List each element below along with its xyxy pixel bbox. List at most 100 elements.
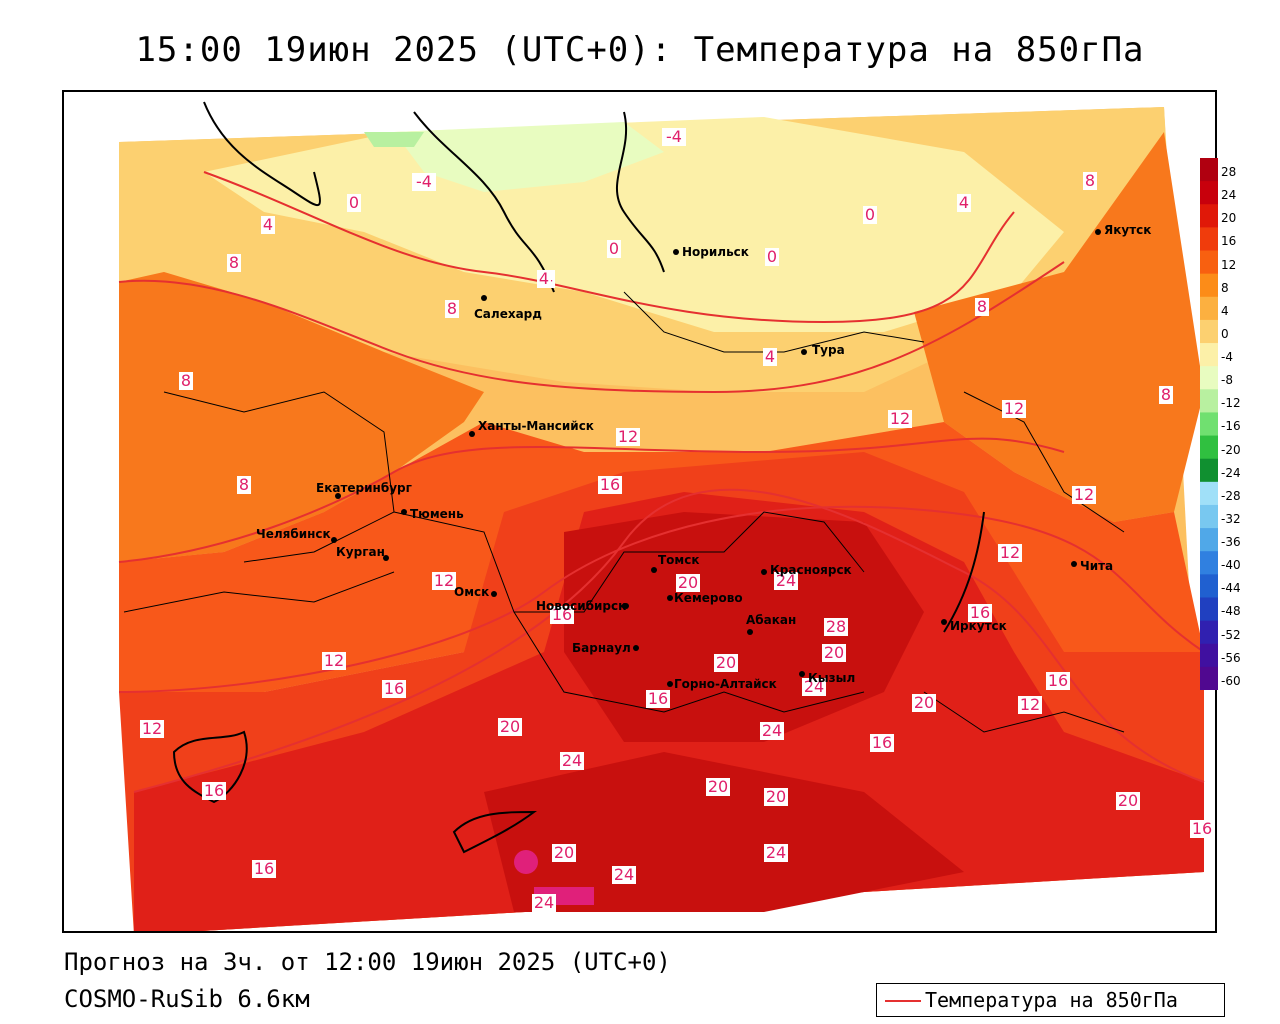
colorbar-segment <box>1200 343 1218 367</box>
isotherm-label: 16 <box>552 605 572 624</box>
city-label: Новосибирск <box>536 599 626 613</box>
isotherm-label: 12 <box>324 651 344 670</box>
colorbar-tick-label: 16 <box>1221 234 1237 249</box>
city-label: Ханты-Мансийск <box>478 419 594 433</box>
city-dot <box>401 509 407 515</box>
colorbar-segment <box>1200 204 1218 228</box>
colorbar-segment <box>1200 620 1218 645</box>
colorbar-segment <box>1200 458 1218 483</box>
colorbar-segment <box>1200 319 1218 344</box>
isotherm-label-bg <box>870 734 894 752</box>
isotherm-label: 24 <box>534 893 554 912</box>
colorbar-segment <box>1200 273 1218 298</box>
isotherm-label-bg <box>774 572 798 590</box>
city-dot <box>331 537 337 543</box>
isotherm-label-bg <box>1159 386 1173 404</box>
isotherm-label: 24 <box>762 721 782 740</box>
colorbar-tick-label: -24 <box>1221 465 1241 480</box>
city-dot <box>801 349 807 355</box>
isotherm-label: 4 <box>263 215 273 234</box>
city-dot <box>383 555 389 561</box>
colorbar-segment <box>1200 227 1218 252</box>
isotherm-label-bg <box>763 348 777 366</box>
isotherm-label-bg <box>764 844 788 862</box>
colorbar-tick-label: -40 <box>1221 558 1241 573</box>
temperature-map: -4-4000044444888888812121212121212121216… <box>62 90 1217 933</box>
zone-minus4 <box>394 122 664 192</box>
zone-24-south <box>484 752 964 912</box>
colorbar-tick-label: -12 <box>1221 396 1241 411</box>
colorbar-tick-label: -28 <box>1221 488 1241 503</box>
city-label: Абакан <box>746 613 796 627</box>
isotherm-label: 24 <box>614 865 634 884</box>
colorbar-segment <box>1200 435 1218 460</box>
isotherm-label-bg <box>179 372 193 390</box>
isotherm-label-bg <box>1046 672 1070 690</box>
colorbar-tick-label: 28 <box>1221 165 1237 179</box>
isotherm-label-bg <box>1072 486 1096 504</box>
city-dot <box>747 629 753 635</box>
isotherm-label: 16 <box>204 781 224 800</box>
forecast-info: Прогноз на 3ч. от 12:00 19июн 2025 (UTC+… <box>64 948 671 976</box>
city-label: Горно-Алтайск <box>674 677 777 691</box>
isotherm-label-bg <box>552 844 576 862</box>
colorbar-segment <box>1200 250 1218 275</box>
colorbar-segment <box>1200 528 1218 552</box>
isotherm-label: 12 <box>142 719 162 738</box>
city-dot <box>799 671 805 677</box>
colorbar-tick-label: -48 <box>1221 604 1241 619</box>
city-dot <box>491 591 497 597</box>
colorbar-tick-label: -36 <box>1221 535 1241 550</box>
isotherm-label-bg <box>1190 820 1214 838</box>
isotherm-label: 0 <box>767 247 777 266</box>
isotherm-label: 8 <box>447 299 457 318</box>
colorbar-segment <box>1200 574 1218 598</box>
colorbar-tick-label: -8 <box>1221 373 1233 388</box>
colorbar-segment <box>1200 666 1218 691</box>
colorbar-tick-label: -20 <box>1221 442 1241 457</box>
isotherm-labels: -4-4000044444888888812121212121212121216… <box>140 127 1214 912</box>
isotherm-label: 0 <box>865 205 875 224</box>
city-dot <box>761 569 767 575</box>
isotherm-label: 16 <box>970 603 990 622</box>
isotherm-label-bg <box>445 300 459 318</box>
city-label: Кызыл <box>808 671 855 685</box>
isotherm-label-bg <box>822 644 846 662</box>
colorbar-segment <box>1200 366 1218 390</box>
colorbar-segment <box>1200 296 1218 321</box>
city-dot <box>481 295 487 301</box>
colorbar-tick-label: -16 <box>1221 419 1241 434</box>
isotherm-label-bg <box>824 618 848 636</box>
colorbar <box>1200 158 1218 691</box>
isotherm-label: 16 <box>648 689 668 708</box>
isotherm-label-bg <box>550 606 574 624</box>
isotherm-label: 24 <box>766 843 786 862</box>
isotherm-label: 12 <box>1020 695 1040 714</box>
isotherm-label: 20 <box>766 787 786 806</box>
region-borders <box>123 291 1125 733</box>
isotherm-label: 8 <box>229 253 239 272</box>
colorbar-segment <box>1200 504 1218 529</box>
isotherm-label: 8 <box>1085 171 1095 190</box>
city-label: Якутск <box>1104 223 1151 237</box>
colorbar-segment <box>1200 412 1218 437</box>
isotherm-label: 16 <box>1192 819 1212 838</box>
isotherm-label-bg <box>760 722 784 740</box>
city-label: Тура <box>812 343 845 357</box>
colorbar-segment <box>1200 181 1218 205</box>
isotherm-label: 12 <box>1074 485 1094 504</box>
isotherm-label-bg <box>706 778 730 796</box>
legend-line-swatch <box>885 1000 921 1002</box>
legend: Температура на 850гПа <box>876 983 1225 1017</box>
city-dot <box>1095 229 1101 235</box>
isotherm-label-bg <box>802 678 826 696</box>
city-label: Салехард <box>474 307 542 321</box>
colorbar-segment <box>1200 597 1218 622</box>
colorbar-segment <box>1200 551 1218 575</box>
isotherm-label-bg <box>912 694 936 712</box>
isotherm-label-bg <box>1002 400 1026 418</box>
isotherm-label: 0 <box>349 193 359 212</box>
isotherm-label-bg <box>616 428 640 446</box>
isotherm-label-bg <box>607 240 621 258</box>
city-label: Норильск <box>682 245 749 259</box>
